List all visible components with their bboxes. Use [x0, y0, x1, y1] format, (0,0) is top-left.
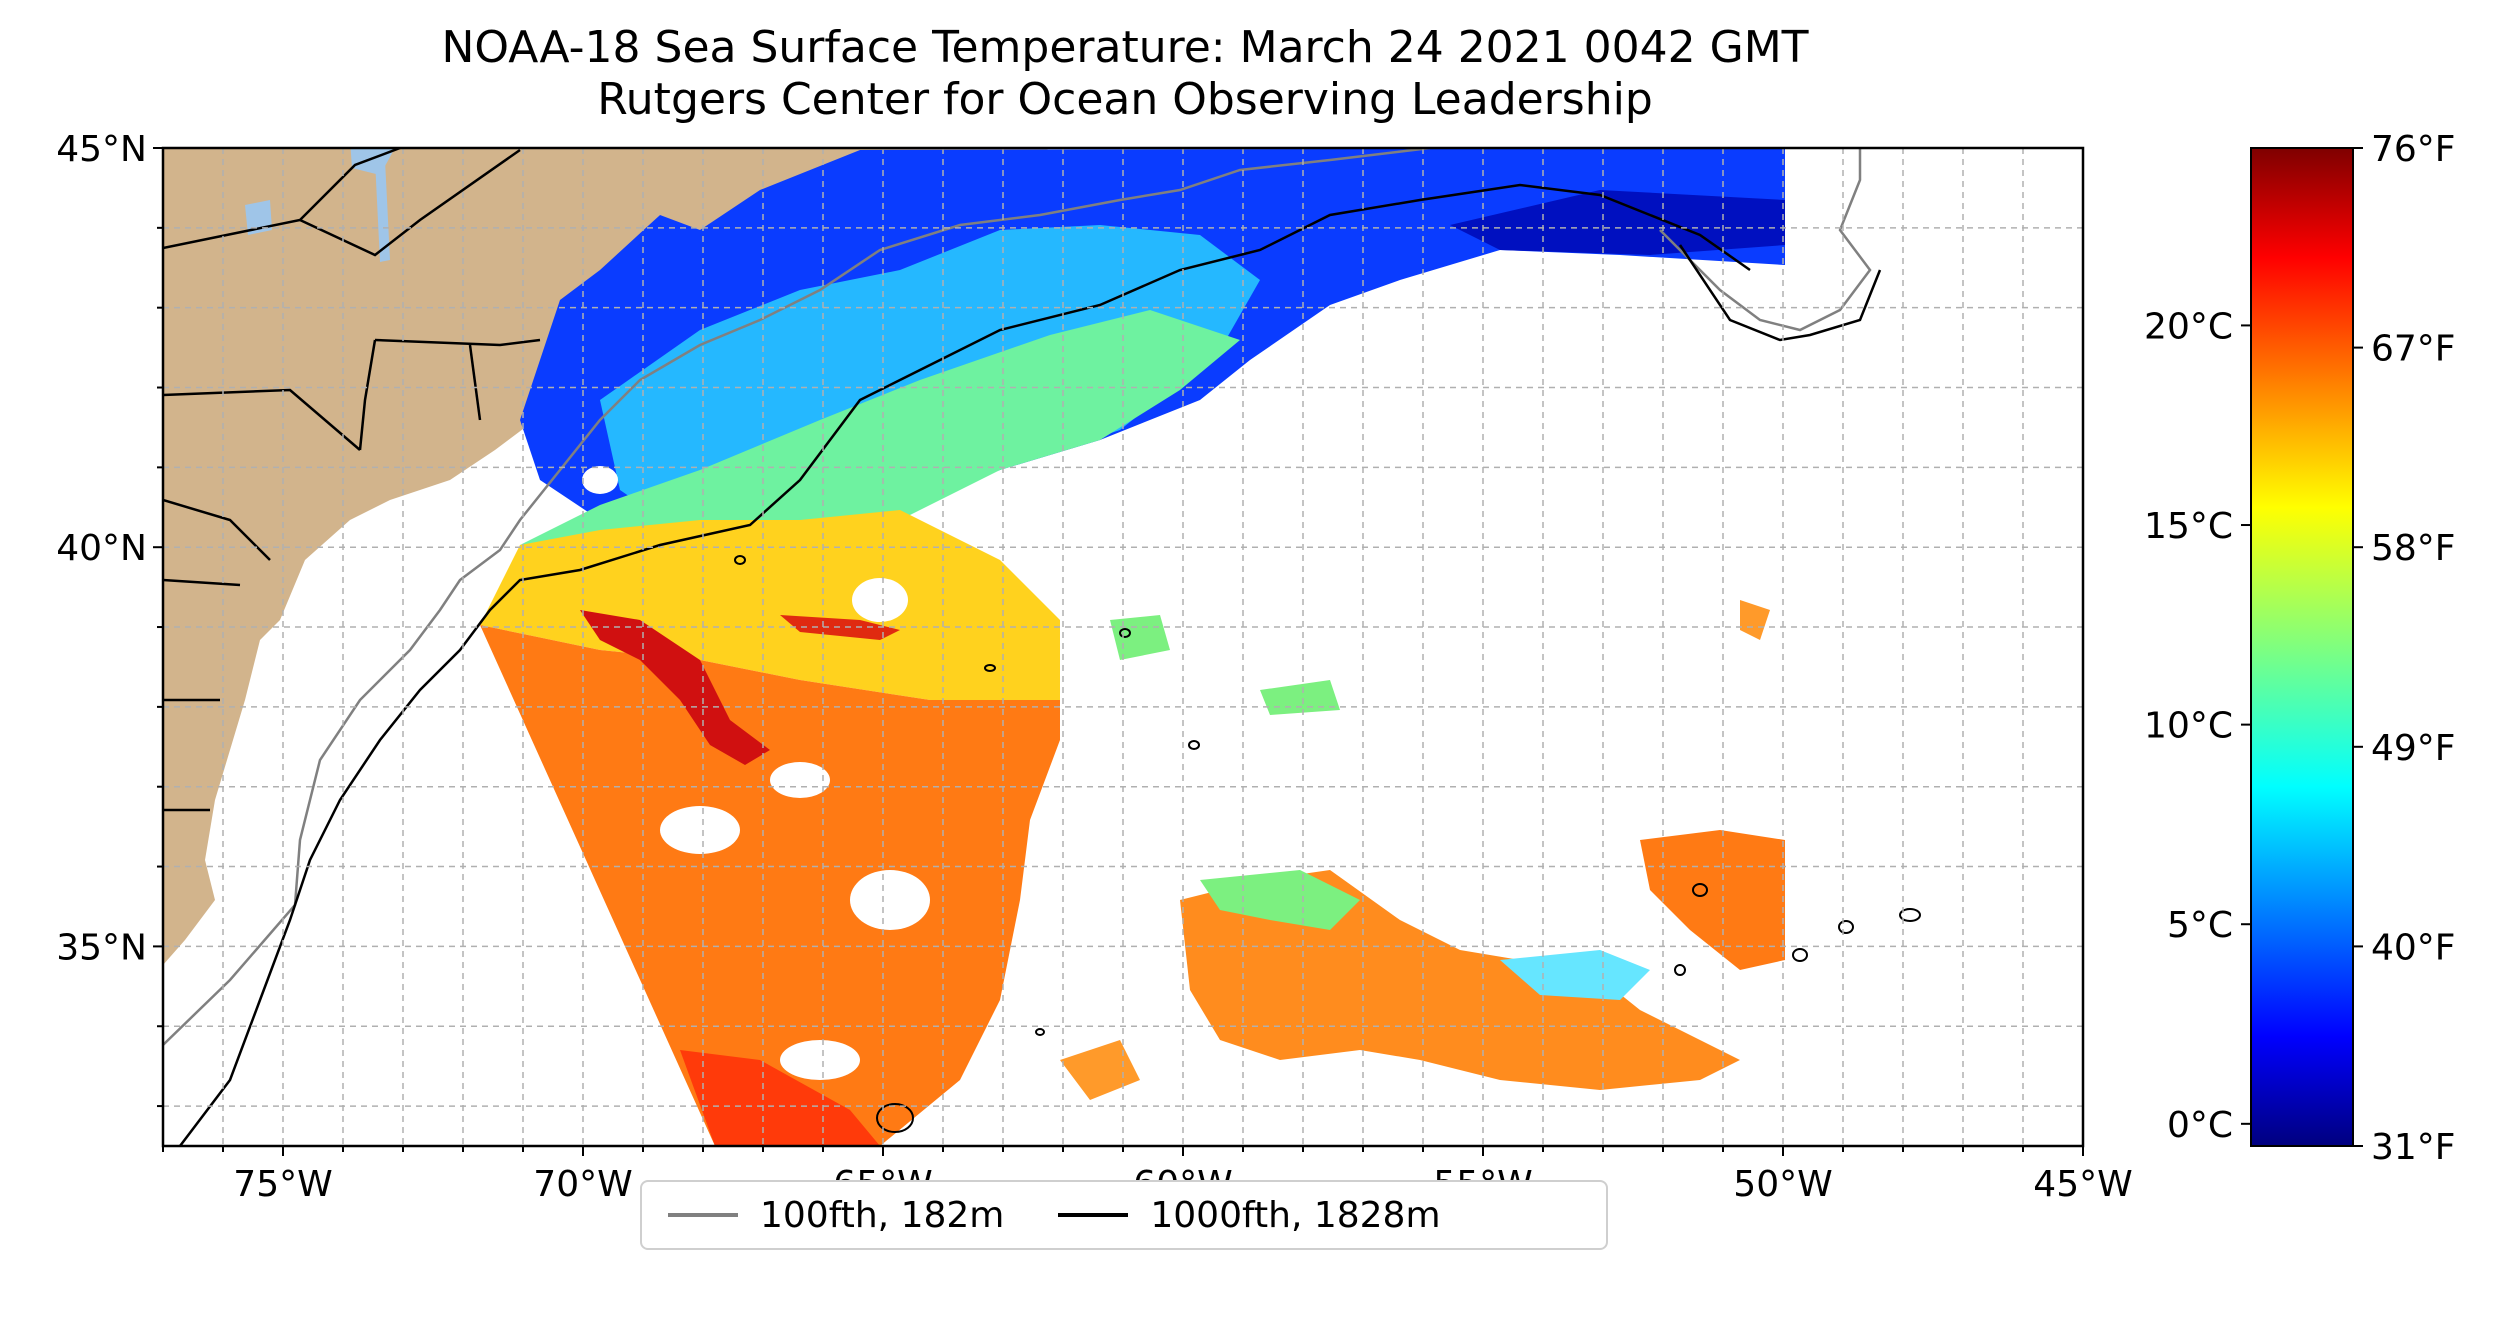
sst-patch [1740, 600, 1770, 640]
legend-label: 1000fth, 1828m [1150, 1194, 1441, 1236]
axis-ticks [153, 147, 2084, 1156]
colorbar-f-label: 67°F [2371, 329, 2456, 370]
isobath-100fth [163, 148, 1431, 1046]
lake-champlain [375, 160, 390, 262]
sst-south-red [680, 1050, 880, 1146]
sst-patch-east-cool [1200, 870, 1360, 930]
graticule-grid [163, 148, 2083, 1146]
title-line-2: Rutgers Center for Ocean Observing Leade… [597, 74, 1653, 125]
colorbar-c-label: 0°C [2167, 1105, 2233, 1146]
legend-label: 100fth, 182m [760, 1194, 1005, 1236]
sst-patch [1640, 830, 1785, 970]
colorbar-ticks: 31°F 40°F 49°F 58°F 67°F 76°F 0°C 5°C 10°C 15°C 20… [2144, 129, 2455, 1168]
sst-dark-blue-patch [1450, 190, 1785, 255]
map-area [163, 148, 2083, 1146]
legend-item-100fth: 100fth, 182m [668, 1195, 1004, 1236]
lon-tick-label: 45°W [2033, 1164, 2132, 1205]
legend-line-black [1058, 1213, 1129, 1217]
lat-tick-label: 45°N [56, 129, 147, 170]
lon-tick-label: 75°W [233, 1164, 332, 1205]
colorbar-c-label: 15°C [2144, 506, 2233, 547]
isobath-1000fth [179, 183, 1751, 1146]
title-line-1: NOAA-18 Sea Surface Temperature: March 2… [441, 22, 1809, 73]
lat-tick-label: 35°N [56, 927, 147, 968]
isobath-100fth-east [1659, 148, 1872, 332]
colorbar-c-label: 5°C [2167, 905, 2233, 946]
colorbar-f-label: 31°F [2371, 1127, 2456, 1168]
colorbar-f-label: 76°F [2371, 129, 2456, 170]
state-borders [163, 148, 541, 812]
lon-tick-label: 70°W [533, 1164, 632, 1205]
map-title: NOAA-18 Sea Surface Temperature: March 2… [165, 22, 2085, 126]
legend-item-1000fth: 1000fth, 1828m [1058, 1194, 1441, 1236]
colorbar [2250, 147, 2354, 1147]
colorbar-f-label: 49°F [2371, 728, 2456, 769]
cloud-gaps [582, 466, 930, 1080]
colorbar-f-label: 40°F [2371, 927, 2456, 968]
legend: 100fth, 182m 1000fth, 1828m [640, 1180, 1608, 1250]
colorbar-f-label: 58°F [2371, 528, 2456, 569]
colorbar-c-label: 10°C [2144, 706, 2233, 747]
lat-tick-label: 40°N [56, 528, 147, 569]
sst-green-band [520, 310, 1240, 545]
sst-hot-filament [580, 610, 770, 765]
seamount-contours [734, 555, 1921, 1133]
sst-patch [1110, 615, 1170, 660]
colorbar-c-label: 20°C [2144, 306, 2233, 347]
lon-tick-label: 50°W [1733, 1164, 1832, 1205]
sst-patch [1060, 1040, 1140, 1100]
sst-patch-east-cool [1500, 950, 1650, 1000]
sst-warm-wedge-lower [480, 625, 1060, 1146]
land-mass [163, 148, 860, 965]
isobath-1000fth-east [1678, 244, 1882, 342]
legend-line-gray [668, 1213, 738, 1217]
